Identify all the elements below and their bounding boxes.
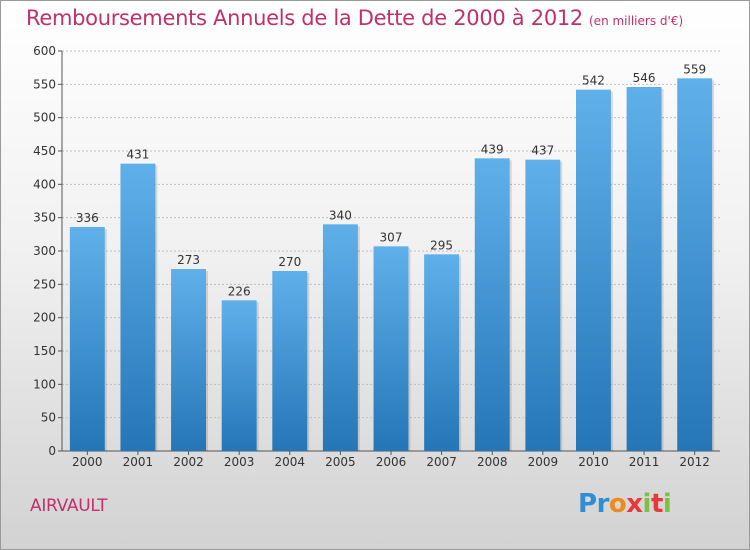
y-tick-label: 150	[33, 344, 56, 358]
bar	[221, 300, 257, 451]
data-label: 336	[76, 211, 99, 225]
data-label: 270	[278, 255, 301, 269]
y-tick-label: 500	[33, 111, 56, 125]
data-label: 559	[683, 62, 706, 76]
bar	[424, 254, 460, 451]
x-tick-label: 2009	[528, 455, 559, 469]
x-tick-label: 2005	[325, 455, 356, 469]
data-label: 273	[177, 253, 200, 267]
logo-letter: i	[662, 489, 672, 519]
logo-letter: x	[626, 489, 643, 519]
x-tick-label: 2007	[426, 455, 457, 469]
data-label: 437	[531, 144, 554, 158]
bar	[373, 246, 409, 451]
x-tick-label: 2004	[274, 455, 305, 469]
y-tick-label: 0	[48, 444, 56, 458]
data-label: 546	[633, 71, 656, 85]
chart-subtitle: (en milliers d'€)	[589, 14, 684, 28]
chart-title: Remboursements Annuels de la Dette de 20…	[26, 6, 683, 30]
x-tick-label: 2002	[173, 455, 204, 469]
x-tick-label: 2010	[578, 455, 609, 469]
proxiti-logo: Proxiti	[578, 489, 672, 519]
bar	[120, 163, 156, 451]
chart-title-text: Remboursements Annuels de la Dette de 20…	[26, 6, 583, 30]
data-label: 226	[228, 284, 251, 298]
logo-letter: i	[642, 489, 652, 519]
bar	[677, 78, 713, 451]
y-tick-label: 600	[33, 44, 56, 58]
y-tick-label: 350	[33, 211, 56, 225]
bar	[272, 271, 308, 451]
bar	[626, 87, 662, 451]
x-tick-label: 2008	[477, 455, 508, 469]
data-label: 307	[380, 230, 403, 244]
y-tick-label: 400	[33, 177, 56, 191]
y-tick-label: 100	[33, 377, 56, 391]
x-tick-label: 2001	[123, 455, 154, 469]
data-label: 295	[430, 238, 453, 252]
x-tick-label: 2011	[629, 455, 660, 469]
y-tick-label: 200	[33, 311, 56, 325]
y-tick-label: 450	[33, 144, 56, 158]
logo-letter: P	[578, 489, 597, 519]
x-tick-label: 2012	[679, 455, 710, 469]
y-tick-label: 300	[33, 244, 56, 258]
x-tick-label: 2003	[224, 455, 255, 469]
data-label: 431	[126, 148, 149, 162]
x-tick-label: 2006	[376, 455, 407, 469]
x-tick-label: 2000	[72, 455, 103, 469]
data-label: 340	[329, 208, 352, 222]
y-tick-label: 250	[33, 277, 56, 291]
logo-letter: o	[608, 489, 627, 519]
bar	[322, 224, 358, 451]
bar	[525, 159, 561, 451]
bar	[69, 227, 105, 451]
logo-letter: r	[596, 489, 610, 519]
data-label: 542	[582, 74, 605, 88]
city-name: AIRVAULT	[30, 496, 108, 516]
bar	[575, 89, 611, 452]
bar	[474, 158, 510, 452]
logo-letter: t	[650, 489, 663, 519]
bar	[171, 269, 207, 451]
data-label: 439	[481, 142, 504, 156]
y-tick-label: 550	[33, 77, 56, 91]
y-tick-label: 50	[41, 411, 56, 425]
